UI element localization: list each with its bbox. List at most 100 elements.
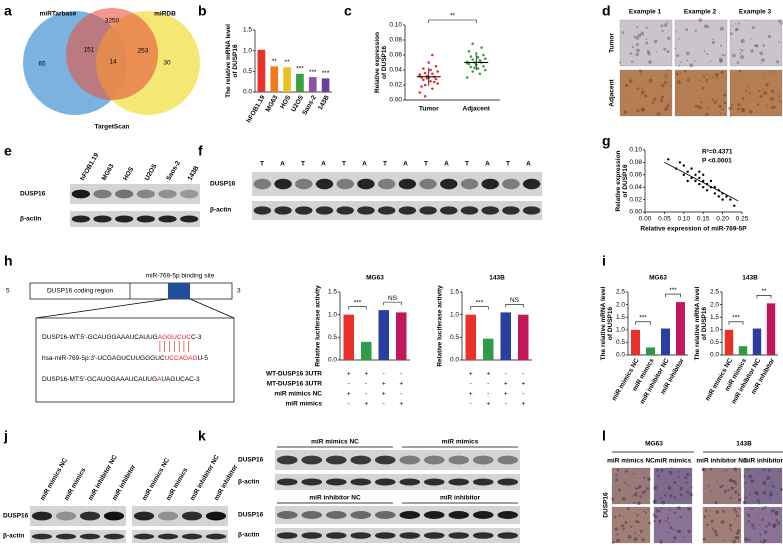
texture [668, 508, 671, 511]
point [431, 87, 434, 91]
texture [763, 530, 768, 534]
texture [691, 486, 693, 489]
lane-label: A [526, 161, 531, 168]
blot [30, 530, 126, 543]
texture [666, 104, 670, 108]
point [729, 198, 732, 201]
texture [741, 96, 745, 100]
point [422, 67, 425, 70]
y-tick-label: 0.06 [389, 52, 402, 59]
texture [713, 100, 718, 104]
texture [770, 481, 773, 484]
bar [752, 328, 762, 355]
bracket [383, 301, 402, 306]
texture [676, 506, 681, 511]
venn-count: 65 [38, 61, 46, 68]
texture [702, 467, 706, 471]
texture [737, 103, 741, 107]
texture [744, 496, 747, 499]
texture [723, 53, 726, 57]
texture [641, 538, 646, 542]
texture [768, 524, 771, 527]
condition-mark: - [522, 391, 524, 398]
texture [770, 105, 775, 110]
texture [659, 497, 663, 500]
texture [702, 487, 705, 489]
texture [686, 51, 690, 56]
texture [751, 26, 755, 30]
band [357, 178, 375, 190]
point [725, 195, 728, 198]
y-tick-label: 0.08 [629, 159, 642, 166]
band [374, 532, 396, 539]
sequence-part: UCCAGAG [165, 355, 198, 362]
band [71, 215, 90, 223]
texture [767, 522, 771, 525]
y-axis-label: The relative mRNA level [600, 286, 607, 360]
texture [745, 19, 747, 21]
texture [774, 106, 776, 109]
texture [765, 83, 769, 87]
texture [776, 521, 781, 525]
point [478, 58, 482, 62]
condition-mark: - [400, 371, 402, 378]
band [301, 478, 323, 486]
texture [749, 92, 751, 94]
bar [270, 66, 279, 92]
group-label: miR inhibitor NC [309, 495, 361, 502]
texture [718, 104, 722, 108]
texture [744, 482, 747, 485]
texture [644, 511, 647, 514]
texture [669, 526, 673, 530]
tissue-image [729, 19, 783, 67]
row-label: DUSP16 [238, 457, 264, 464]
annotation: R²=0.4371 [702, 149, 733, 156]
texture [715, 510, 719, 514]
texture [702, 537, 706, 541]
texture [768, 469, 771, 472]
band [419, 178, 437, 190]
texture [734, 510, 738, 513]
x-tick-label: 0.20 [716, 216, 729, 223]
texture [636, 26, 639, 29]
condition-mark: - [487, 391, 489, 398]
texture [660, 99, 664, 102]
texture [647, 508, 650, 511]
band [71, 189, 90, 199]
texture [735, 23, 737, 25]
x-tick-label: Tumor [419, 106, 439, 113]
condition-mark: + [347, 371, 351, 378]
y-tick-label: 0.02 [629, 196, 642, 203]
texture [779, 100, 782, 103]
texture [684, 70, 687, 73]
texture [652, 97, 657, 101]
texture [622, 527, 625, 531]
band [374, 478, 396, 486]
bar [321, 78, 330, 92]
texture [732, 480, 737, 484]
point [480, 46, 483, 49]
condition-mark: + [399, 401, 403, 408]
texture [663, 80, 667, 85]
texture [705, 73, 707, 76]
band [460, 178, 479, 190]
texture [741, 49, 744, 52]
bar [631, 329, 640, 355]
lane-label: A [280, 161, 285, 168]
point [471, 58, 474, 61]
band [502, 206, 520, 215]
point [431, 53, 434, 57]
band [481, 178, 499, 190]
texture [614, 516, 617, 519]
texture [624, 521, 628, 525]
y-tick-label: 2.0 [710, 301, 719, 308]
texture [735, 482, 738, 486]
texture [657, 474, 660, 478]
band [301, 532, 323, 539]
texture [759, 94, 763, 98]
point [733, 204, 736, 207]
bracket [728, 321, 744, 325]
texture [734, 28, 738, 32]
texture [720, 520, 725, 524]
texture [645, 41, 649, 45]
